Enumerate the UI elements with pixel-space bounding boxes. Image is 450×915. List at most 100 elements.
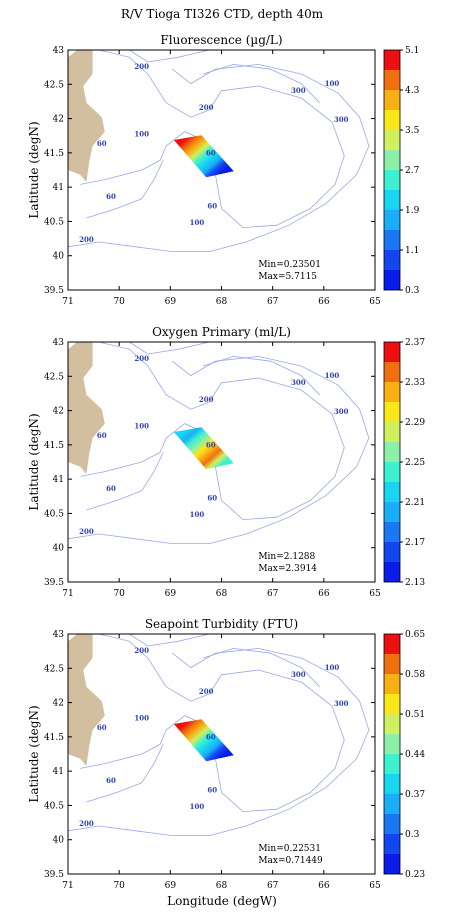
y-tick-label: 40.5 (44, 217, 64, 227)
depth-contour-5 (129, 49, 210, 63)
colorbar-segment (384, 230, 400, 251)
colorbar-tick-label: 0.58 (405, 670, 425, 680)
colorbar-tick-label: 5.1 (405, 46, 419, 56)
depth-label: 200 (79, 819, 94, 828)
colorbar-segment (384, 654, 400, 675)
y-tick-label: 41 (53, 475, 64, 485)
colorbar-segment (384, 170, 400, 191)
colorbar-segment (384, 814, 400, 835)
x-tick-label: 65 (369, 881, 381, 891)
land-mass (68, 634, 105, 766)
y-tick-label: 41 (53, 767, 64, 777)
y-tick-label: 40 (53, 836, 65, 846)
depth-label: 100 (325, 663, 340, 672)
x-tick-label: 71 (62, 589, 73, 599)
y-tick-label: 42.5 (44, 80, 64, 90)
colorbar-tick-label: 2.37 (405, 338, 425, 348)
colorbar-tick-label: 2.25 (405, 458, 425, 468)
colorbar-tick-label: 1.1 (405, 246, 419, 256)
depth-label: 60 (106, 776, 116, 785)
x-tick-label: 66 (318, 297, 330, 307)
x-tick-label: 68 (216, 589, 228, 599)
x-tick-label: 70 (113, 881, 125, 891)
panel-title: Fluorescence (µg/L) (160, 33, 282, 47)
colorbar-segment (384, 210, 400, 231)
depth-contour-3 (86, 452, 164, 511)
depth-contour-2 (80, 633, 345, 813)
colorbar-segment (384, 250, 400, 271)
colorbar-segment (384, 382, 400, 403)
depth-label: 300 (334, 407, 349, 416)
colorbar-segment (384, 150, 400, 171)
colorbar-tick-label: 0.44 (405, 750, 425, 760)
colorbar-segment (384, 402, 400, 423)
y-tick-label: 39.5 (44, 578, 64, 588)
depth-contour-4 (202, 63, 320, 104)
x-tick-label: 71 (62, 881, 73, 891)
data-track (173, 719, 234, 762)
colorbar-tick-label: 0.37 (405, 790, 425, 800)
colorbar-segment (384, 270, 400, 291)
x-tick-label: 68 (216, 881, 228, 891)
colorbar-tick-label: 2.13 (405, 578, 425, 588)
depth-label: 300 (334, 699, 349, 708)
y-axis-label: Latitude (degN) (27, 413, 41, 510)
y-tick-label: 40.5 (44, 509, 64, 519)
colorbar-tick-label: 2.7 (405, 166, 420, 176)
colorbar-tick-label: 0.65 (405, 630, 425, 640)
depth-label: 100 (134, 421, 149, 430)
x-tick-label: 71 (62, 297, 73, 307)
min-label: Min=0.22531 (258, 844, 321, 854)
colorbar-segment (384, 834, 400, 855)
y-tick-label: 43 (53, 630, 65, 640)
colorbar-tick-label: 4.3 (405, 86, 420, 96)
depth-contour-5 (129, 341, 210, 355)
x-tick-label: 65 (369, 589, 381, 599)
depth-contour-4 (202, 355, 320, 396)
depth-label: 200 (134, 354, 149, 363)
data-track (173, 427, 234, 470)
x-axis-label: Longitude (degW) (167, 894, 277, 908)
colorbar-tick-label: 0.3 (405, 830, 420, 840)
depth-label: 300 (291, 670, 306, 679)
y-tick-label: 42.5 (44, 664, 64, 674)
colorbar-segment (384, 110, 400, 131)
colorbar-tick-label: 2.21 (405, 498, 425, 508)
colorbar-segment (384, 482, 400, 503)
colorbar-segment (384, 854, 400, 875)
depth-label: 60 (97, 431, 107, 440)
data-track (173, 135, 234, 178)
depth-label: 60 (207, 785, 217, 794)
colorbar-segment (384, 362, 400, 383)
y-tick-label: 42 (53, 699, 64, 709)
y-tick-label: 41 (53, 183, 64, 193)
colorbar-tick-label: 1.9 (405, 206, 420, 216)
colorbar-segment (384, 130, 400, 151)
colorbar-segment (384, 714, 400, 735)
y-tick-label: 42 (53, 407, 64, 417)
depth-contour-2 (80, 341, 345, 521)
depth-label: 60 (106, 192, 116, 201)
depth-label: 100 (190, 218, 205, 227)
y-tick-label: 42.5 (44, 372, 64, 382)
y-tick-label: 43 (53, 46, 65, 56)
depth-label: 200 (134, 62, 149, 71)
panel-3: Seapoint Turbidity (FTU) Latitude (degN) 2… (27, 617, 425, 891)
colorbar-tick-label: 2.33 (405, 378, 425, 388)
panel-title: Seapoint Turbidity (FTU) (145, 617, 298, 631)
depth-label: 100 (134, 129, 149, 138)
depth-label: 200 (79, 527, 94, 536)
x-tick-label: 65 (369, 297, 381, 307)
max-label: Max=2.3914 (258, 564, 317, 574)
depth-label: 60 (207, 493, 217, 502)
depth-label: 300 (291, 378, 306, 387)
colorbar-segment (384, 634, 400, 655)
colorbar-segment (384, 542, 400, 563)
x-tick-label: 66 (318, 881, 330, 891)
depth-contour-3 (86, 160, 164, 219)
colorbar-segment (384, 694, 400, 715)
colorbar-segment (384, 342, 400, 363)
y-tick-label: 41.5 (44, 733, 64, 743)
y-axis-label: Latitude (degN) (27, 121, 41, 218)
